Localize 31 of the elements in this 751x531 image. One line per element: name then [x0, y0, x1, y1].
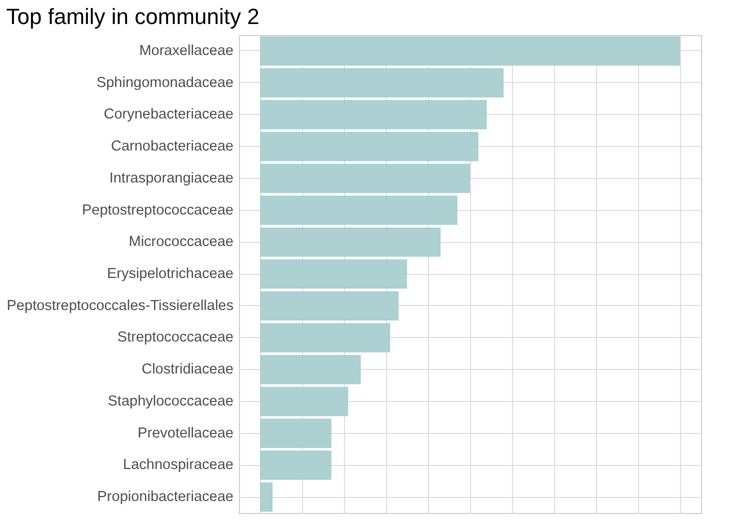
bar: [260, 100, 487, 130]
bar: [260, 164, 470, 194]
bar: [260, 259, 407, 289]
bar: [260, 291, 399, 321]
y-tick-label: Staphylococcaceae: [108, 393, 234, 410]
y-tick-label: Erysipelotrichaceae: [106, 266, 234, 282]
y-tick-label: Peptostreptococcales-Tissierellales: [6, 298, 234, 314]
y-tick-label: Intrasporangiaceae: [109, 170, 234, 186]
y-tick-label: Propionibacteriaceae: [97, 489, 234, 506]
y-tick-label: Carnobacteriaceae: [110, 138, 234, 155]
bar: [260, 450, 332, 480]
y-tick-label: Corynebacteriaceae: [104, 106, 234, 123]
bar: [260, 323, 390, 352]
y-tick-label: Sphingomonadaceae: [96, 74, 234, 91]
bar: [260, 68, 504, 98]
y-tick-label: Streptococcaceae: [117, 330, 234, 346]
bar: [260, 482, 273, 512]
bar: [260, 418, 332, 448]
bar: [260, 227, 441, 257]
y-tick-label: Lachnospiraceae: [123, 457, 234, 474]
y-tick-label: Micrococcaceae: [128, 234, 234, 250]
bar: [260, 36, 680, 66]
bar: [260, 386, 348, 416]
y-tick-label: Moraxellaceae: [139, 42, 234, 59]
bar: [260, 132, 478, 162]
y-tick-label: Prevotellaceae: [138, 425, 234, 442]
chart-title: Top family in community 2: [6, 4, 260, 29]
y-tick-label: Clostridiaceae: [142, 362, 234, 378]
bar: [260, 196, 458, 225]
y-tick-label: Peptostreptococcaceae: [82, 202, 234, 218]
bar: [260, 354, 361, 384]
